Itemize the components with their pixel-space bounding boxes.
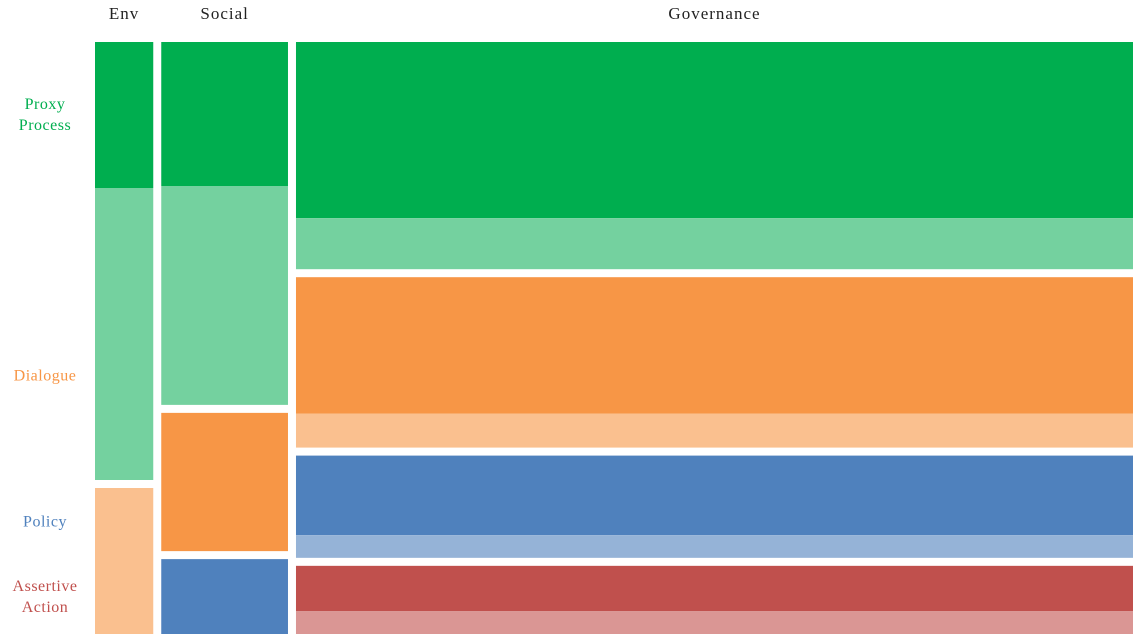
segment bbox=[295, 535, 1133, 558]
column-label: Env bbox=[109, 4, 139, 23]
row-label: Assertive Action bbox=[12, 578, 78, 616]
segment bbox=[161, 186, 288, 405]
column-label: Governance bbox=[668, 4, 760, 23]
segment bbox=[161, 559, 288, 634]
segment bbox=[295, 42, 1133, 219]
segment bbox=[295, 413, 1133, 448]
column-label: Social bbox=[200, 4, 249, 23]
segment bbox=[161, 412, 288, 552]
segment bbox=[295, 565, 1133, 612]
row-label: Dialogue bbox=[13, 367, 77, 385]
segment bbox=[295, 455, 1133, 536]
segment bbox=[95, 42, 154, 188]
segment bbox=[161, 42, 288, 186]
segment bbox=[95, 188, 154, 480]
segment bbox=[95, 488, 154, 634]
segment bbox=[295, 218, 1133, 270]
row-label: Proxy Process bbox=[18, 96, 72, 134]
segment bbox=[295, 277, 1133, 414]
row-label: Policy bbox=[23, 513, 67, 531]
segment bbox=[295, 611, 1133, 634]
